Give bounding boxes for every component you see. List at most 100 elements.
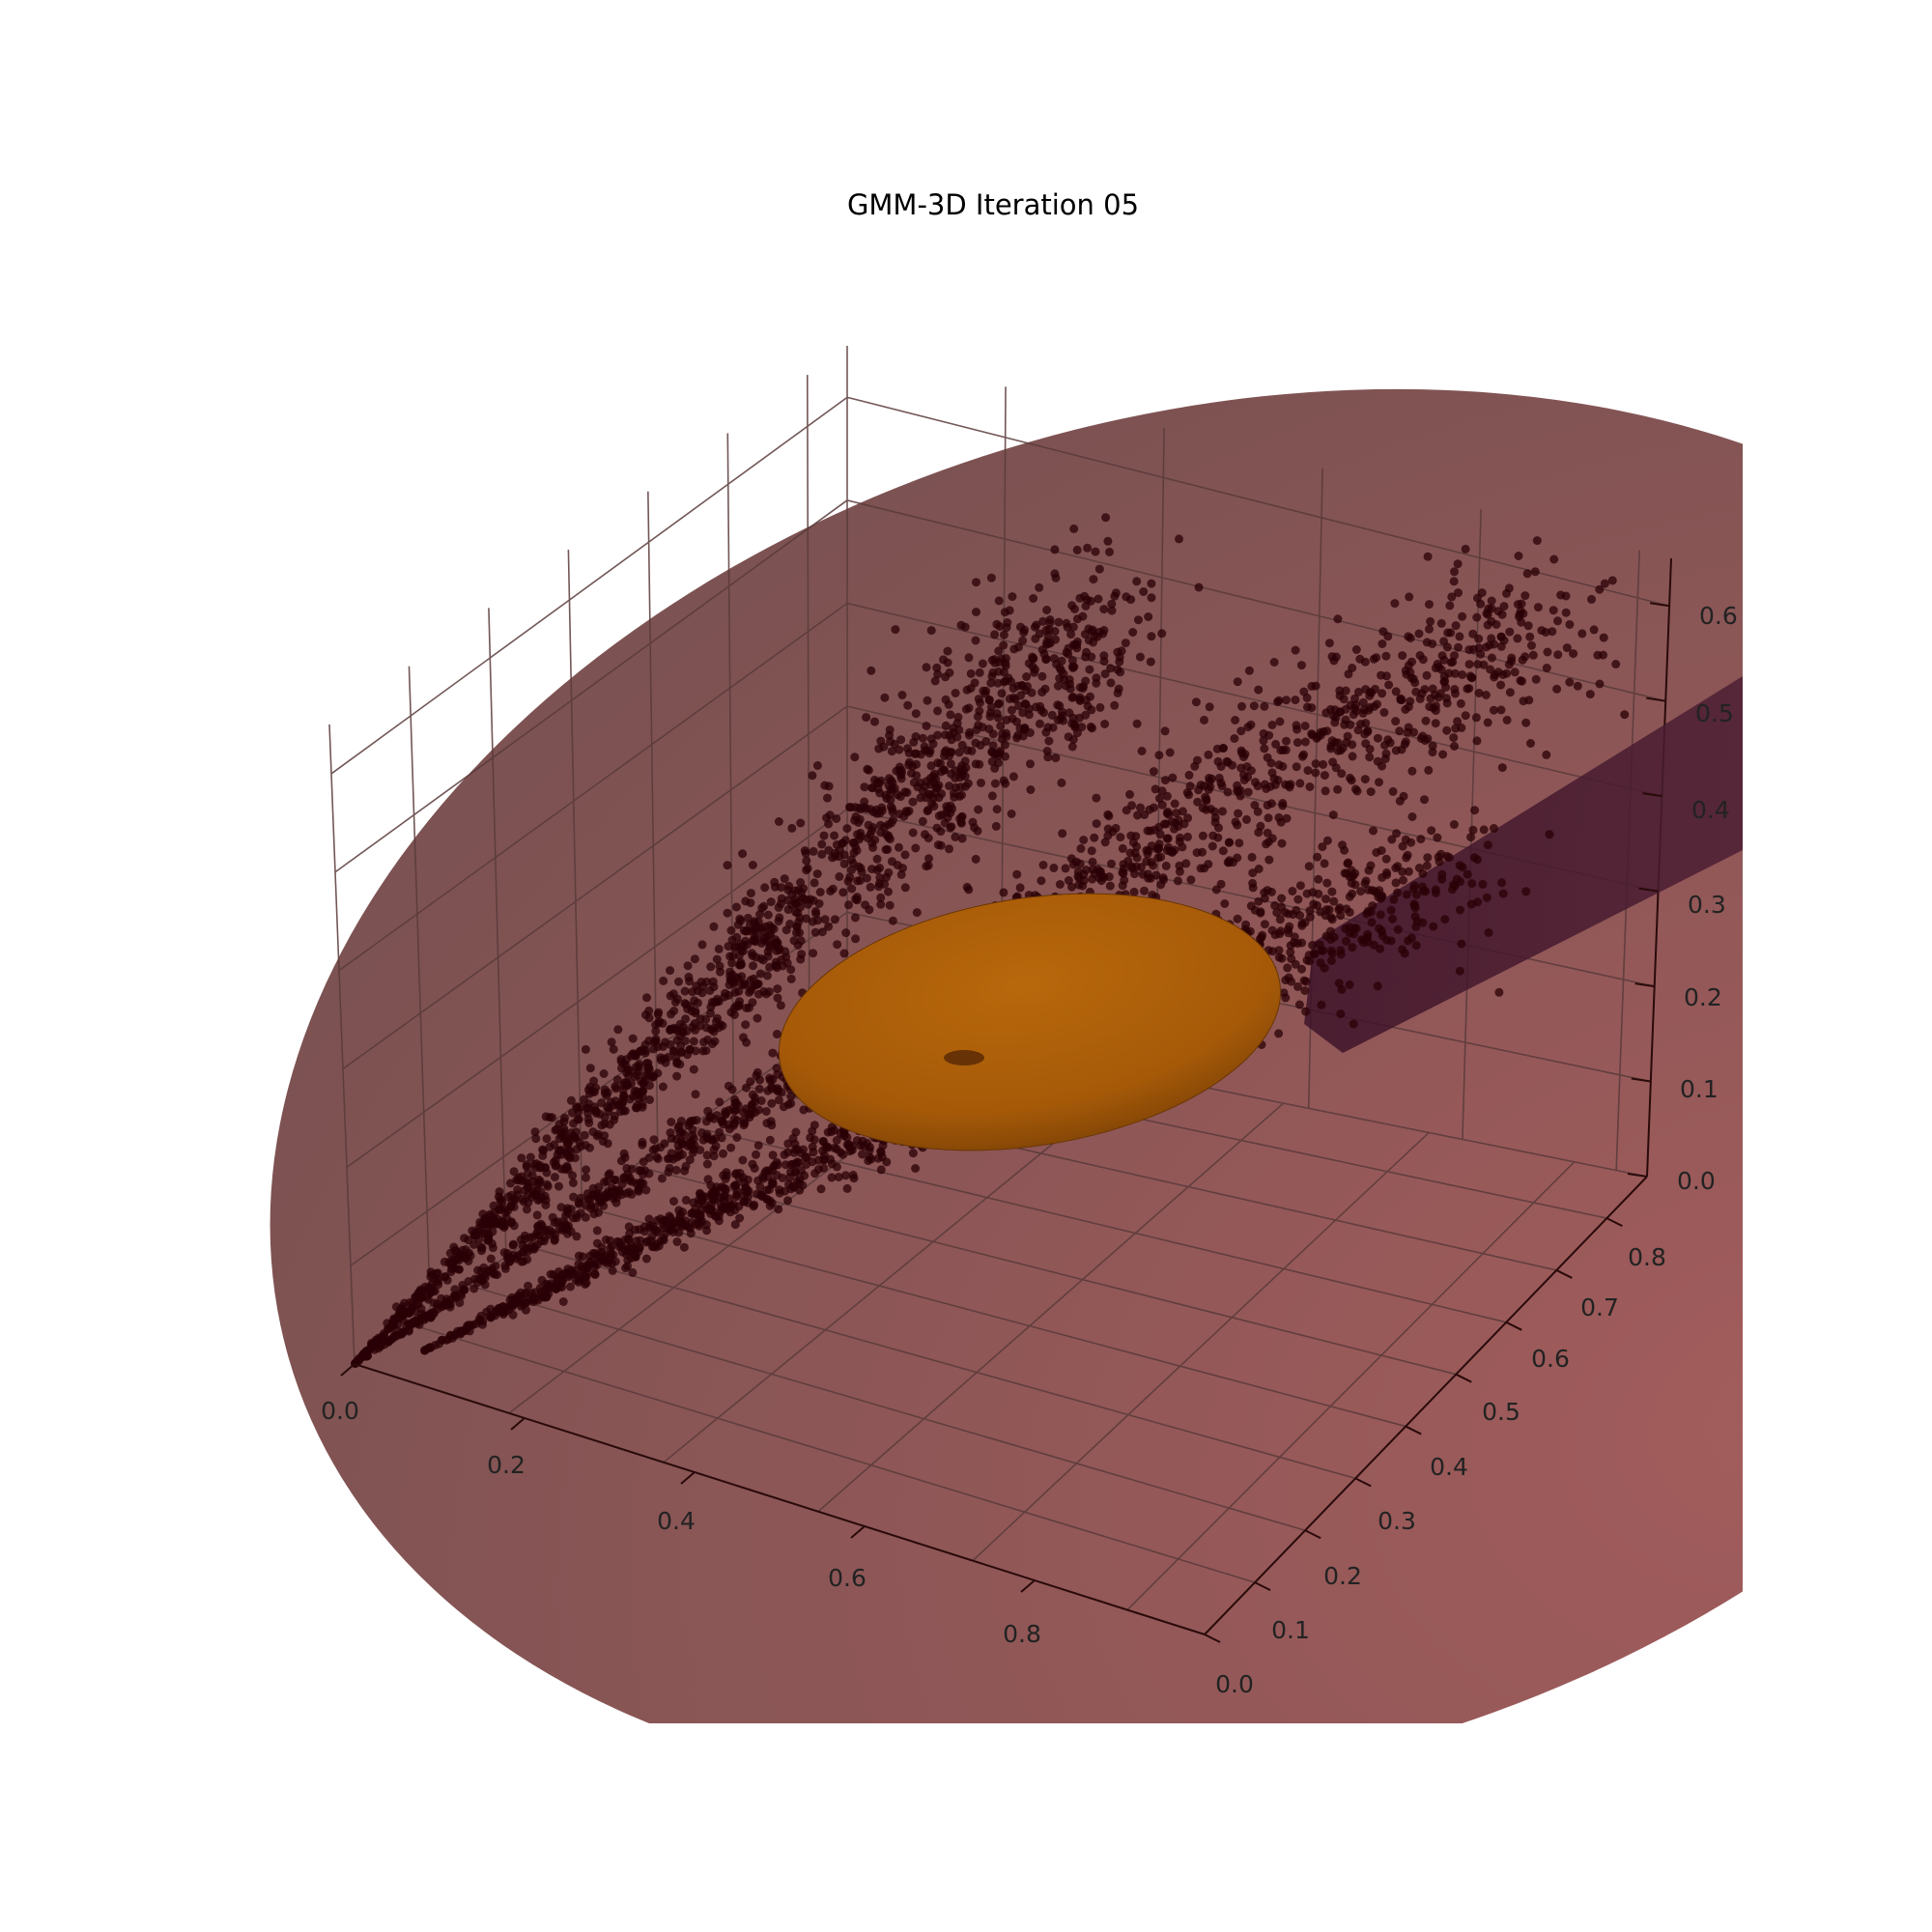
data-point <box>1379 708 1389 717</box>
data-point <box>652 1239 661 1249</box>
data-point <box>1244 666 1254 675</box>
data-point <box>607 1183 616 1193</box>
data-point <box>1458 863 1467 872</box>
data-point <box>706 962 716 972</box>
y-tick-mark <box>1304 1529 1321 1540</box>
data-point <box>1012 869 1022 879</box>
data-point <box>648 1146 658 1154</box>
data-point <box>557 1276 567 1286</box>
data-point <box>1466 833 1476 842</box>
data-point <box>1143 826 1152 836</box>
z-tick-label: 0.0 <box>1677 1167 1716 1195</box>
data-point <box>926 626 936 636</box>
data-point <box>932 663 942 672</box>
data-point <box>1274 696 1284 705</box>
data-point <box>747 926 755 936</box>
data-point <box>753 1013 762 1023</box>
data-point <box>1028 652 1037 662</box>
data-point <box>643 1069 653 1079</box>
data-point <box>601 1190 611 1200</box>
data-point <box>1099 651 1109 661</box>
data-point <box>930 676 940 686</box>
data-point <box>1234 809 1243 818</box>
data-point <box>741 1182 751 1192</box>
data-point <box>971 636 980 645</box>
data-point <box>591 1109 601 1118</box>
data-point <box>486 1304 496 1314</box>
data-point <box>1204 750 1213 759</box>
data-point <box>1277 838 1287 848</box>
data-point <box>1208 831 1218 840</box>
data-point <box>1196 864 1206 873</box>
data-point <box>1049 864 1059 872</box>
data-point <box>980 689 990 698</box>
data-point <box>619 1149 629 1158</box>
data-point <box>941 746 951 755</box>
data-point <box>1243 787 1253 797</box>
data-point <box>1322 878 1332 888</box>
data-point <box>767 1098 777 1108</box>
data-point <box>568 1171 578 1180</box>
data-point <box>1321 786 1330 796</box>
data-point <box>820 915 830 924</box>
data-point <box>1186 875 1196 885</box>
data-point <box>838 888 848 897</box>
data-point <box>1068 622 1078 632</box>
data-point <box>922 722 931 730</box>
data-point <box>1107 606 1117 615</box>
data-point <box>681 1014 691 1024</box>
data-point <box>730 987 740 997</box>
data-point <box>500 1264 510 1273</box>
data-point <box>563 1208 573 1218</box>
data-point <box>1333 738 1343 748</box>
data-point <box>611 1257 620 1266</box>
data-point <box>669 1007 679 1015</box>
data-point <box>922 663 931 672</box>
data-point <box>916 778 925 787</box>
data-point <box>1309 899 1319 909</box>
data-point <box>824 781 834 791</box>
data-point <box>1110 700 1120 710</box>
data-point <box>1165 748 1175 757</box>
data-point <box>863 834 872 842</box>
data-point <box>659 1042 668 1051</box>
data-point <box>1333 746 1343 755</box>
data-point <box>876 776 886 785</box>
data-point <box>947 769 956 779</box>
data-point <box>676 1117 686 1125</box>
data-point <box>1254 828 1264 838</box>
y-tick-label: 0.4 <box>1430 1453 1468 1481</box>
data-point <box>685 977 695 986</box>
data-point <box>1504 583 1514 593</box>
data-point <box>808 917 817 926</box>
data-point <box>1329 656 1339 666</box>
data-point <box>1026 785 1036 794</box>
data-point <box>605 1169 614 1179</box>
data-point <box>577 1262 586 1271</box>
data-point <box>600 1119 610 1128</box>
data-point <box>768 1151 778 1160</box>
data-point <box>747 1101 756 1111</box>
data-point <box>1320 963 1329 973</box>
data-point <box>1285 782 1294 792</box>
data-point <box>1163 808 1173 816</box>
data-point <box>874 882 884 892</box>
data-point <box>1585 690 1595 699</box>
data-point <box>881 845 891 854</box>
data-point <box>1194 582 1204 592</box>
data-point <box>1422 670 1432 680</box>
data-point <box>674 1146 684 1155</box>
data-point <box>609 1044 618 1054</box>
data-point <box>1009 772 1018 781</box>
data-point <box>1411 922 1421 931</box>
data-point <box>383 1319 392 1328</box>
data-point <box>1442 725 1452 735</box>
data-point <box>716 967 724 977</box>
data-point <box>886 795 895 805</box>
data-point <box>1356 887 1366 896</box>
data-point <box>772 1064 781 1073</box>
data-point <box>565 1153 575 1163</box>
data-point <box>792 928 801 938</box>
data-point <box>1287 977 1296 986</box>
data-point <box>985 712 995 722</box>
